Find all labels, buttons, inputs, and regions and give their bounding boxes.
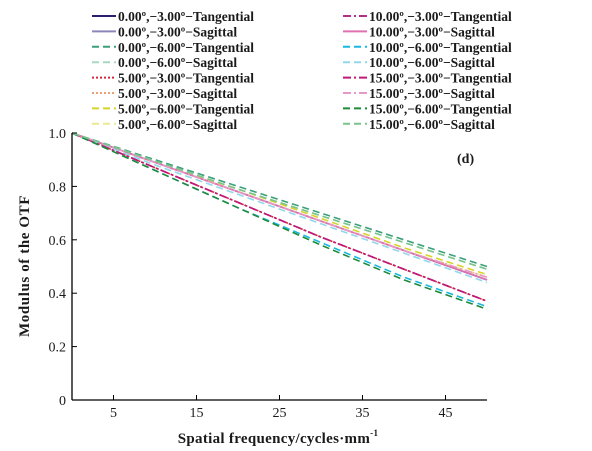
- legend-label: 10.00º,−6.00º−Sagittal: [369, 55, 495, 70]
- y-axis-title: Modulus of the OTF: [17, 195, 33, 337]
- series-line: [71, 132, 488, 310]
- legend-item: 5.00º,−3.00º−Sagittal: [92, 86, 237, 101]
- legend-item: 15.00º,−3.00º−Sagittal: [343, 86, 495, 101]
- series-line: [71, 132, 488, 270]
- legend-label: 15.00º,−6.00º−Tangential: [369, 101, 512, 116]
- series-lines: [71, 132, 488, 310]
- y-ticks: 0 0.2 0.4 0.6 0.8 1.0: [49, 127, 77, 409]
- x-axis-title: Spatial frequency/cycles·mm-1: [178, 428, 379, 447]
- legend-label: 15.00º,−3.00º−Tangential: [369, 71, 512, 86]
- x-axis-title-exponent: -1: [370, 428, 378, 438]
- series-line: [71, 132, 488, 302]
- series-line: [71, 132, 488, 308]
- x-tick-label: 25: [273, 406, 287, 421]
- y-tick-label: 0.6: [49, 234, 67, 249]
- legend-label: 10.00º,−3.00º−Sagittal: [369, 24, 495, 39]
- legend-item: 5.00º,−6.00º−Tangential: [92, 101, 254, 116]
- x-tick-label: 35: [356, 406, 370, 421]
- y-tick-label: 0.2: [49, 341, 67, 356]
- legend-label: 0.00º,−6.00º−Tangential: [118, 40, 254, 55]
- series-line: [71, 132, 488, 278]
- legend-item: 10.00º,−3.00º−Tangential: [343, 9, 512, 24]
- legend-item: 15.00º,−3.00º−Tangential: [343, 71, 512, 86]
- legend-label: 5.00º,−6.00º−Sagittal: [118, 117, 237, 132]
- legend-item: 10.00º,−6.00º−Sagittal: [343, 55, 495, 70]
- y-tick-label: 0.8: [49, 180, 67, 195]
- legend-label: 5.00º,−6.00º−Tangential: [118, 101, 254, 116]
- legend: 0.00º,−3.00º−Tangential0.00º,−3.00º−Sagi…: [92, 9, 512, 132]
- legend-item: 10.00º,−3.00º−Sagittal: [343, 24, 495, 39]
- legend-label: 0.00º,−6.00º−Sagittal: [118, 55, 237, 70]
- legend-item: 0.00º,−6.00º−Tangential: [92, 40, 254, 55]
- legend-label: 15.00º,−6.00º−Sagittal: [369, 117, 495, 132]
- panel-label: (d): [457, 152, 474, 167]
- legend-label: 15.00º,−3.00º−Sagittal: [369, 86, 495, 101]
- legend-label: 5.00º,−3.00º−Tangential: [118, 71, 254, 86]
- legend-item: 5.00º,−3.00º−Tangential: [92, 71, 254, 86]
- axes: [71, 133, 487, 401]
- legend-item: 10.00º,−6.00º−Tangential: [343, 40, 512, 55]
- y-tick-label: 0.4: [49, 287, 67, 302]
- legend-item: 5.00º,−6.00º−Sagittal: [92, 117, 237, 132]
- x-tick-label: 45: [439, 406, 453, 421]
- legend-item: 0.00º,−3.00º−Sagittal: [92, 24, 237, 39]
- series-line: [71, 132, 488, 276]
- legend-label: 10.00º,−3.00º−Tangential: [369, 9, 512, 24]
- legend-item: 15.00º,−6.00º−Sagittal: [343, 117, 495, 132]
- legend-item: 0.00º,−6.00º−Sagittal: [92, 55, 237, 70]
- legend-item: 0.00º,−3.00º−Tangential: [92, 9, 254, 24]
- y-tick-label: 0: [59, 394, 66, 409]
- x-axis-title-main: Spatial frequency/cycles·mm: [178, 431, 371, 447]
- legend-label: 5.00º,−3.00º−Sagittal: [118, 86, 237, 101]
- series-line: [71, 132, 488, 270]
- x-tick-label: 5: [110, 406, 117, 421]
- legend-label: 10.00º,−6.00º−Tangential: [369, 40, 512, 55]
- legend-item: 15.00º,−6.00º−Tangential: [343, 101, 512, 116]
- legend-label: 0.00º,−3.00º−Sagittal: [118, 24, 237, 39]
- x-ticks: 5 15 25 35 45: [110, 395, 453, 421]
- legend-label: 0.00º,−3.00º−Tangential: [118, 9, 254, 24]
- series-line: [71, 132, 488, 284]
- x-tick-label: 15: [190, 406, 204, 421]
- y-tick-label: 1.0: [49, 127, 67, 142]
- series-line: [71, 132, 488, 268]
